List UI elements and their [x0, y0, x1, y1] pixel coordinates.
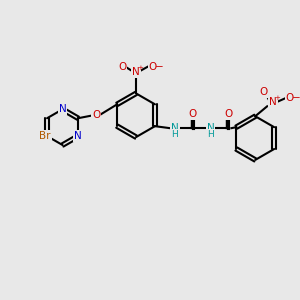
Text: O: O [118, 61, 126, 72]
Text: O: O [259, 87, 267, 98]
Text: N: N [269, 97, 277, 107]
Text: N: N [207, 123, 214, 133]
Text: Br: Br [39, 131, 51, 141]
Text: N: N [59, 104, 66, 114]
Text: O: O [149, 61, 157, 72]
Text: O: O [224, 109, 232, 119]
Text: N: N [132, 67, 140, 76]
Text: −: − [154, 61, 163, 72]
Text: O: O [286, 93, 294, 103]
Text: +: + [274, 95, 280, 101]
Text: O: O [92, 110, 100, 120]
Text: H: H [171, 130, 178, 139]
Text: O: O [189, 109, 197, 119]
Text: −: − [292, 93, 300, 103]
Text: N: N [171, 123, 179, 133]
Text: +: + [137, 64, 143, 70]
Text: N: N [74, 131, 82, 141]
Text: H: H [207, 130, 214, 139]
